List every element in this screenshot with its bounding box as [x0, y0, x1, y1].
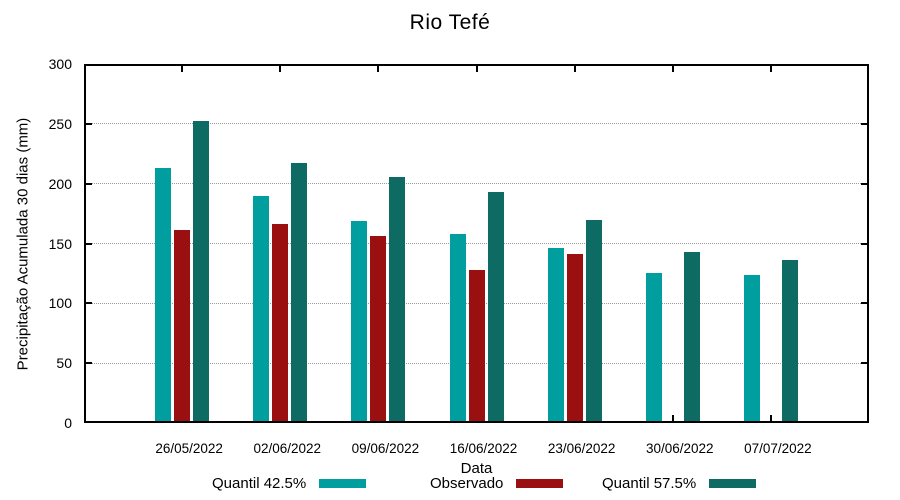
bar-series0-group6 — [743, 274, 760, 423]
x-tick-label-4: 23/06/2022 — [547, 441, 616, 456]
ytick-left-50 — [84, 362, 92, 365]
legend-swatch-0 — [319, 478, 367, 488]
bar-series2-group4 — [585, 219, 602, 423]
bar-series2-group0 — [193, 121, 210, 423]
legend-swatch-2 — [709, 478, 757, 488]
legend-item-2: Quantil 57.5% — [602, 474, 757, 492]
y-tick-label-200: 200 — [48, 175, 72, 192]
bar-series1-group4 — [566, 254, 583, 423]
x-tick-label-2: 09/06/2022 — [351, 441, 420, 456]
x-tick-label-3: 16/06/2022 — [449, 441, 518, 456]
xtick-top-5 — [671, 64, 674, 72]
legend-item-1: Observado — [430, 474, 564, 492]
bar-series2-group6 — [781, 260, 798, 423]
bar-series1-group0 — [174, 230, 191, 423]
ytick-left-200 — [84, 182, 92, 185]
legend-swatch-1 — [516, 478, 564, 488]
legend-item-0: Quantil 42.5% — [212, 474, 367, 492]
ytick-right-250 — [861, 122, 869, 125]
bar-series0-group4 — [547, 248, 564, 423]
x-tick-label-1: 02/06/2022 — [253, 441, 322, 456]
y-tick-label-250: 250 — [48, 115, 72, 132]
xtick-bottom-5 — [671, 415, 674, 423]
y-tick-label-150: 150 — [48, 235, 72, 252]
bar-series0-group0 — [155, 168, 172, 423]
ytick-left-100 — [84, 302, 92, 305]
bar-series2-group5 — [683, 251, 700, 423]
legend-label-0: Quantil 42.5% — [212, 474, 307, 492]
plot-area — [84, 64, 869, 423]
xtick-top-1 — [279, 64, 282, 72]
xtick-top-3 — [475, 64, 478, 72]
xtick-top-0 — [181, 64, 184, 72]
xtick-bottom-6 — [769, 415, 772, 423]
gridline-y250 — [84, 123, 869, 125]
bar-series0-group2 — [351, 220, 368, 423]
bar-series1-group1 — [272, 224, 289, 423]
y-tick-label-50: 50 — [56, 355, 72, 372]
gridline-y150 — [84, 243, 869, 244]
x-tick-label-5: 30/06/2022 — [645, 441, 714, 456]
gridline-y200 — [84, 183, 869, 185]
bar-series2-group3 — [487, 192, 504, 423]
bar-series0-group3 — [449, 233, 466, 423]
x-tick-label-6: 07/07/2022 — [744, 441, 812, 456]
ytick-left-150 — [84, 242, 92, 245]
y-tick-label-300: 300 — [48, 56, 72, 72]
bar-series0-group1 — [253, 195, 270, 423]
bar-series1-group2 — [370, 236, 387, 423]
xtick-top-2 — [377, 64, 380, 72]
ytick-right-50 — [861, 362, 869, 365]
bar-series1-group3 — [468, 269, 485, 423]
x-axis-label: Data — [460, 460, 493, 477]
xtick-top-4 — [573, 64, 576, 72]
x-tick-label-0: 26/05/2022 — [155, 441, 223, 456]
y-tick-label-100: 100 — [48, 295, 72, 312]
ytick-right-200 — [861, 182, 869, 185]
ytick-right-150 — [861, 242, 869, 245]
bar-series2-group2 — [389, 176, 406, 423]
legend-label-2: Quantil 57.5% — [602, 474, 697, 492]
ytick-left-250 — [84, 122, 92, 125]
xtick-top-6 — [769, 64, 772, 72]
bar-series0-group5 — [645, 273, 662, 423]
y-tick-label-0: 0 — [64, 415, 72, 431]
bar-series2-group1 — [291, 163, 308, 423]
legend-label-1: Observado — [430, 474, 504, 492]
chart-title: Rio Tefé — [409, 11, 491, 34]
ytick-right-100 — [861, 302, 869, 305]
